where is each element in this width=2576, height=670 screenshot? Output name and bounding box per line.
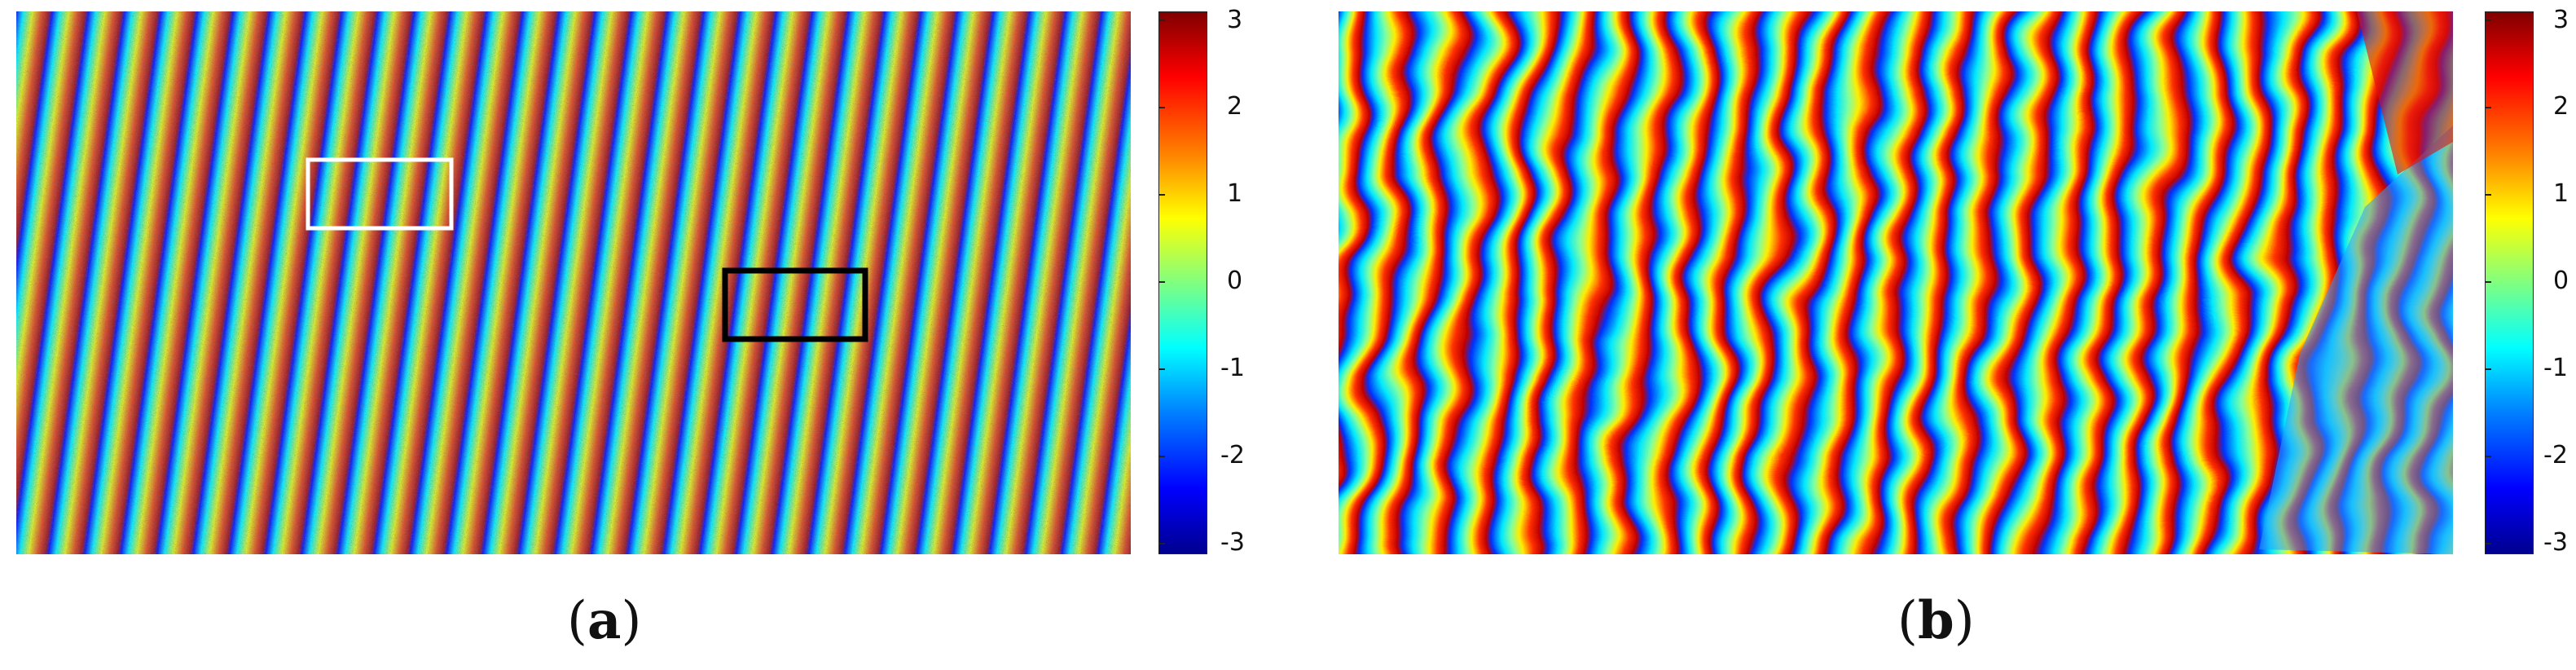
tick-label: -2	[1220, 441, 1245, 469]
tick-label: -2	[2543, 441, 2568, 469]
tick-label: -1	[2543, 354, 2568, 382]
white-box	[306, 157, 454, 231]
panel-label-a: (a)	[567, 590, 642, 651]
tick-label: -3	[1220, 528, 1245, 557]
tick-label: 2	[1227, 92, 1243, 121]
tick-label: 0	[1227, 267, 1243, 295]
colorbar-a: 3 2 1 0 -1 -2 -3	[1158, 6, 1256, 557]
filtered-interferogram-image	[1339, 11, 2453, 554]
panel-b: 3 2 1 0 -1 -2 -3 (b)	[1288, 0, 2576, 670]
tick-label: 1	[1227, 179, 1243, 208]
tick-label: -3	[2543, 528, 2568, 557]
tick-label: 3	[1227, 6, 1243, 34]
tick-label: 1	[2553, 179, 2569, 208]
tick-label: 3	[2553, 6, 2569, 34]
tick-label: 2	[2553, 92, 2569, 121]
noisy-interferogram-image	[16, 11, 1131, 554]
tick-label: -1	[1220, 354, 1245, 382]
panel-a: 3 2 1 0 -1 -2 -3 (a)	[16, 6, 1256, 651]
panel-label-b: (b)	[1897, 590, 1975, 651]
colorbar-gradient	[2485, 11, 2534, 554]
black-box	[722, 267, 868, 342]
colorbar-gradient	[1158, 11, 1207, 554]
colorbar-b: 3 2 1 0 -1 -2 -3	[2485, 6, 2574, 557]
tick-label: 0	[2553, 267, 2569, 295]
